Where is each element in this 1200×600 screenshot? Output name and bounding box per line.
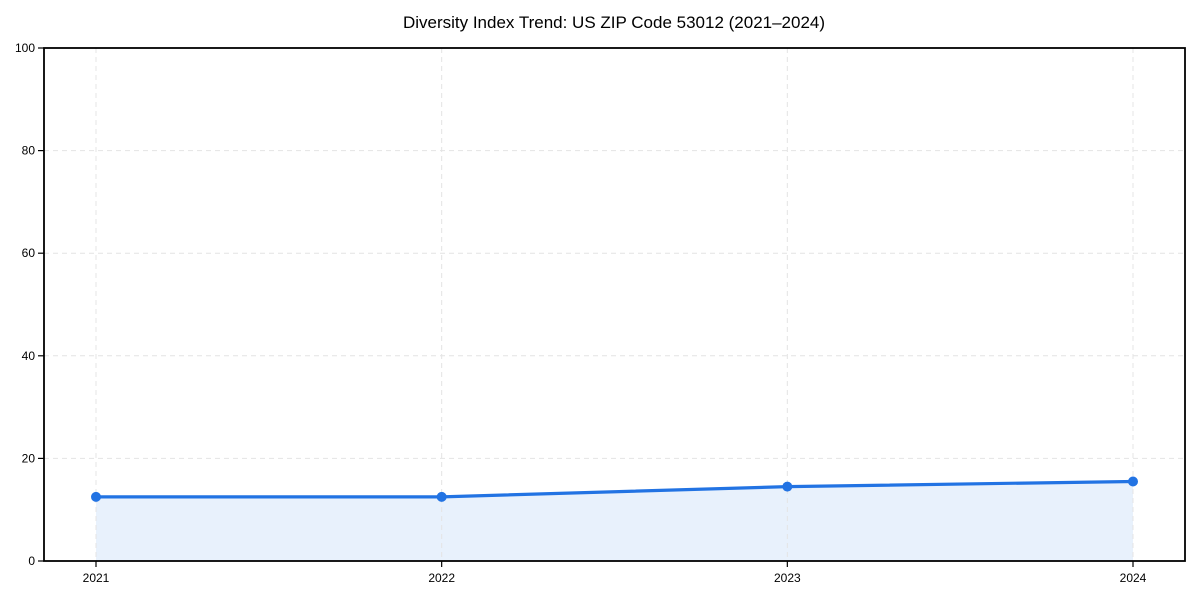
- y-tick-label: 40: [22, 349, 36, 363]
- area-fill: [96, 481, 1133, 561]
- y-tick-label: 60: [22, 246, 36, 260]
- data-point-2022: [436, 491, 447, 502]
- plot-border: [43, 47, 1186, 562]
- x-tick-label: 2024: [1120, 571, 1147, 585]
- data-point-2023: [782, 481, 793, 492]
- chart-title: Diversity Index Trend: US ZIP Code 53012…: [403, 13, 825, 32]
- data-point-2021: [91, 491, 101, 502]
- y-tick-label: 20: [22, 451, 36, 465]
- y-tick-label: 0: [28, 554, 35, 568]
- y-tick-label: 100: [15, 41, 35, 55]
- x-tick-label: 2021: [83, 571, 110, 585]
- x-tick-label: 2023: [774, 571, 801, 585]
- trend-line: [94, 479, 1135, 499]
- y-tick-label: 80: [22, 144, 36, 158]
- data-point-2024: [1128, 476, 1138, 487]
- x-tick-label: 2022: [428, 571, 455, 585]
